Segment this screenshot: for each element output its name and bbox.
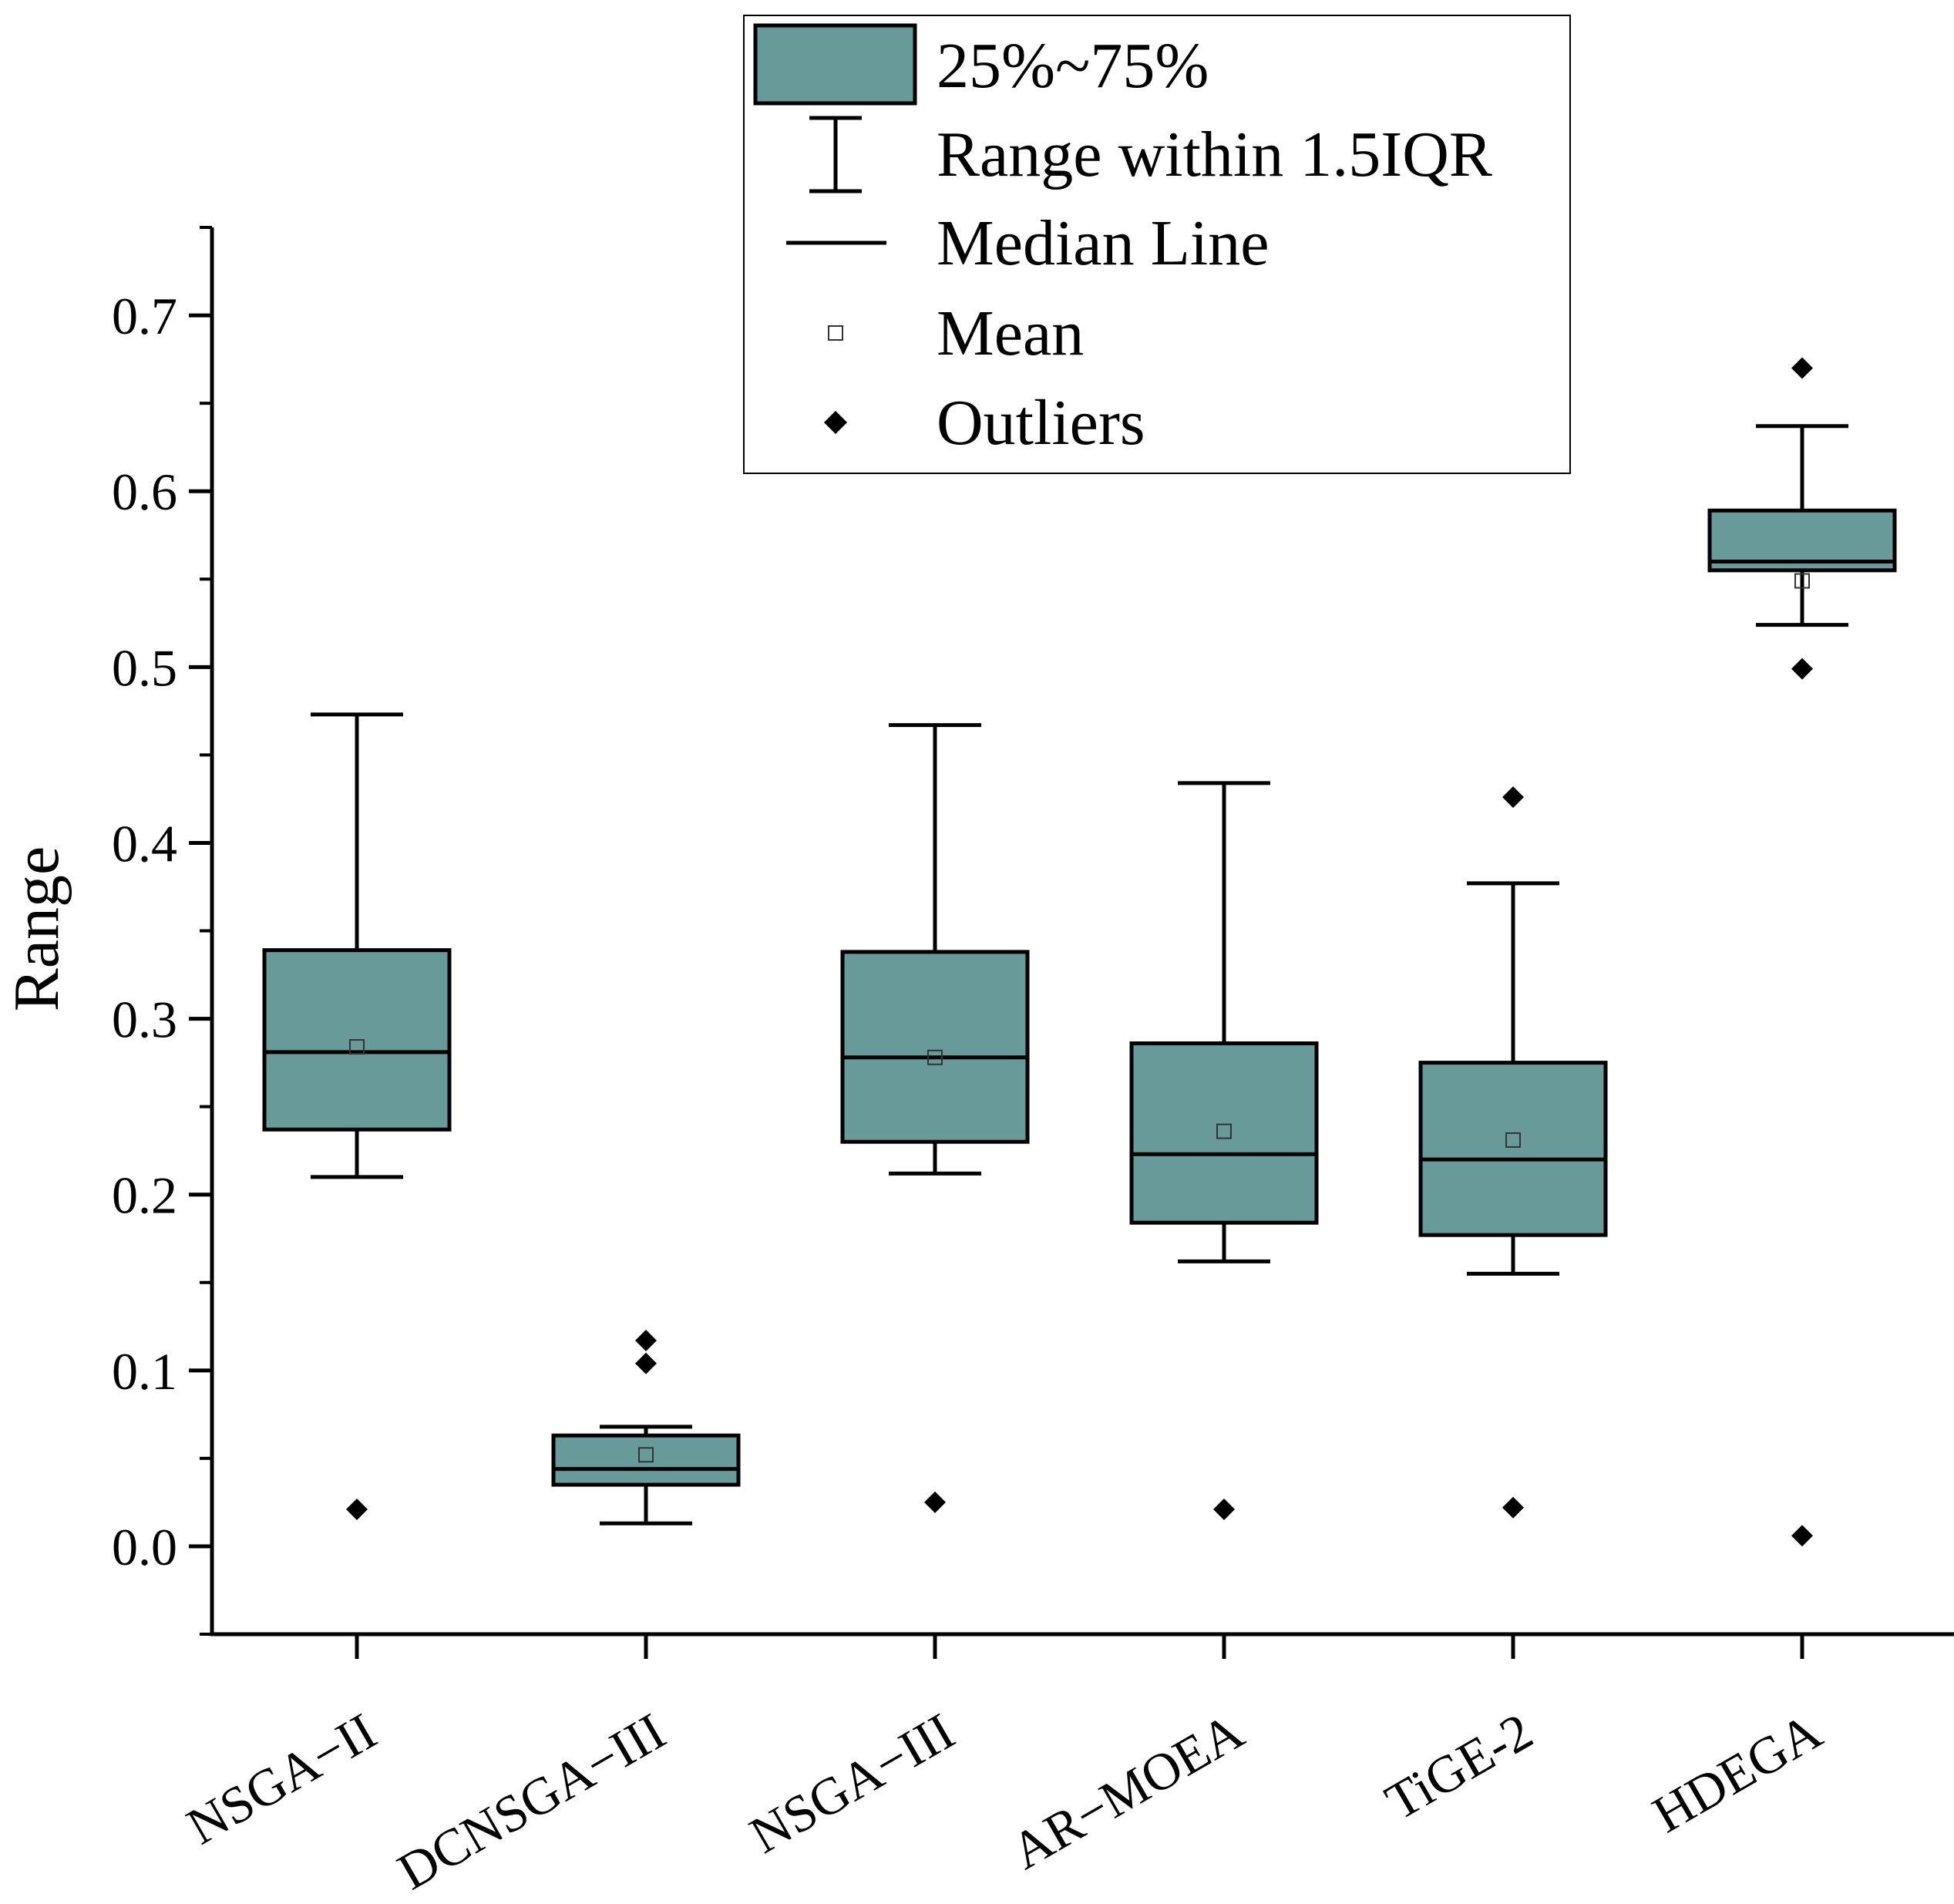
y-tick-label: 0.3 <box>112 991 177 1049</box>
outlier-marker <box>1791 1525 1813 1547</box>
legend-item-median: Median Line <box>786 207 1270 279</box>
y-tick-label: 0.5 <box>112 638 177 697</box>
y-tick-label: 0.1 <box>112 1342 177 1401</box>
legend-label: Outliers <box>937 387 1145 459</box>
legend-item-mean: Mean <box>828 298 1084 369</box>
outlier-marker <box>635 1352 657 1374</box>
mean-marker <box>1216 1123 1232 1139</box>
iqr-box <box>1418 1061 1608 1237</box>
legend-label: Mean <box>937 298 1084 369</box>
outlier-marker <box>1502 1496 1524 1519</box>
legend-label: 25%~75% <box>937 30 1209 102</box>
boxes <box>262 357 1897 1547</box>
outlier-marker <box>1791 357 1813 379</box>
mean-marker <box>927 1049 943 1065</box>
y-tick-label: 0.4 <box>112 814 177 873</box>
box-group <box>840 723 1030 1513</box>
outlier-marker <box>346 1499 368 1521</box>
iqr-box <box>1129 1041 1319 1225</box>
iqr-box <box>551 1433 741 1487</box>
box-group <box>551 1330 741 1526</box>
y-tick-label: 0.0 <box>112 1518 177 1576</box>
y-tick-label: 0.7 <box>112 287 177 345</box>
x-tick-label: DCNSGA−III <box>388 1701 674 1901</box>
x-tick-label: NSGA−III <box>740 1701 964 1865</box>
x-tick-label: NSGA−II <box>177 1701 386 1855</box>
legend-item-box: 25%~75% <box>753 23 1209 106</box>
box-group <box>1418 786 1608 1519</box>
legend-outlier-swatch <box>824 411 847 434</box>
mean-marker <box>349 1039 365 1055</box>
x-tick-label: TiGE-2 <box>1376 1701 1542 1831</box>
mean-marker <box>638 1447 654 1463</box>
y-tick-label: 0.2 <box>112 1166 177 1225</box>
outlier-marker <box>635 1330 657 1352</box>
box-group <box>1707 357 1897 1547</box>
outlier-marker <box>924 1491 946 1513</box>
x-tick-label: AR−MOEA <box>1001 1701 1253 1880</box>
legend-label: Median Line <box>937 207 1270 279</box>
legend-item-outlier: Outliers <box>824 387 1145 459</box>
x-tick-label: HDEGA <box>1643 1701 1831 1844</box>
y-tick-label: 0.6 <box>112 463 177 521</box>
outlier-marker <box>1791 658 1813 680</box>
legend-label: Range within 1.5IQR <box>937 119 1492 190</box>
box-group <box>262 712 452 1521</box>
legend-mean-swatch <box>828 325 843 341</box>
outlier-marker <box>1502 786 1524 809</box>
box-group <box>1129 781 1319 1521</box>
outlier-marker <box>1213 1499 1235 1521</box>
legend-item-whisker: Range within 1.5IQR <box>809 116 1492 193</box>
legend: 25%~75% Range within 1.5IQR Median Line Mea… <box>743 15 1571 474</box>
mean-marker <box>1794 573 1810 589</box>
iqr-box <box>840 950 1030 1144</box>
mean-marker <box>1505 1132 1521 1148</box>
y-axis-title: Range <box>1 846 72 1012</box>
legend-box-swatch <box>753 23 917 106</box>
